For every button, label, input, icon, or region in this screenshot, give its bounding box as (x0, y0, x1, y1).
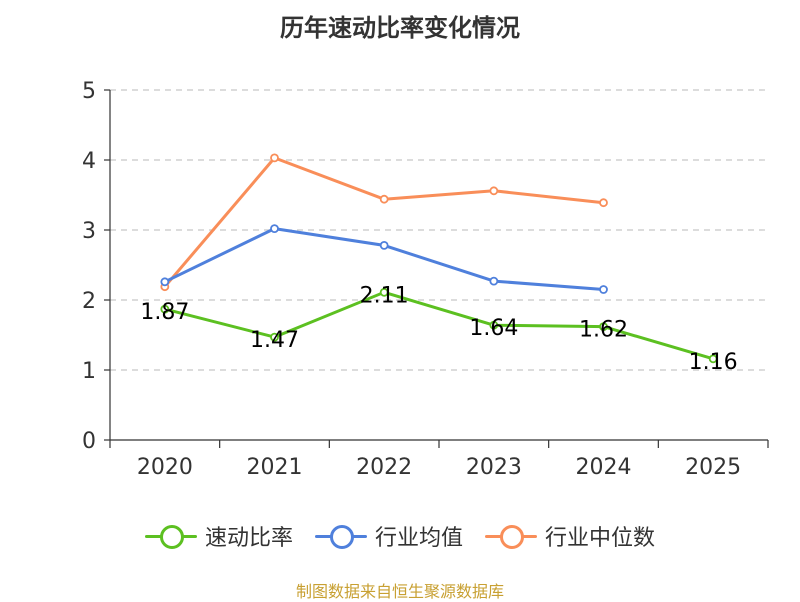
x-tick-label: 2021 (247, 455, 303, 480)
data-point (160, 277, 170, 287)
legend-item-industry-median[interactable]: 行业中位数 (485, 520, 655, 552)
data-point (379, 240, 389, 250)
data-point (379, 287, 389, 297)
data-label: 1.64 (469, 316, 518, 341)
x-tick-label: 2020 (137, 455, 193, 480)
data-label: 1.87 (140, 300, 189, 325)
series-line (163, 290, 715, 361)
data-point (270, 224, 279, 234)
series-line (163, 156, 605, 289)
data-point (270, 332, 279, 342)
legend-label: 行业均值 (374, 526, 463, 551)
data-labels: 1.87 1.47 2.11 1.64 1.62 1.16 (140, 283, 737, 375)
chart-title: 历年速动比率变化情况 (280, 14, 520, 42)
data-point (160, 304, 170, 314)
grid-lines (110, 89, 768, 371)
data-point (599, 285, 608, 294)
legend-marker-icon (144, 524, 197, 549)
data-point (379, 194, 389, 204)
data-label: 2.11 (360, 283, 409, 308)
data-point (489, 320, 499, 330)
legend-marker-icon (314, 524, 367, 549)
x-tick-label: 2025 (685, 455, 741, 480)
series-line (163, 227, 605, 291)
data-point (270, 153, 279, 163)
legend-marker-icon (485, 524, 537, 549)
chart-legend: 速动比率 行业均值 行业中位数 (0, 520, 800, 552)
y-tick-label: 2 (82, 289, 96, 314)
data-label: 1.47 (250, 328, 299, 353)
series-lines (160, 153, 718, 364)
y-tick-label: 0 (82, 429, 96, 454)
legend-item-quick-ratio[interactable]: 速动比率 (144, 520, 293, 552)
data-point (489, 186, 499, 196)
y-tick-label: 4 (82, 149, 96, 174)
legend-item-industry-mean[interactable]: 行业均值 (314, 520, 463, 552)
data-point (489, 276, 499, 286)
data-label: 1.16 (689, 350, 738, 375)
source-note: 制图数据来自恒生聚源数据库 (295, 582, 504, 601)
data-point (599, 198, 608, 208)
y-tick-label: 5 (82, 79, 96, 104)
data-point (708, 354, 718, 364)
data-label: 1.62 (579, 318, 628, 343)
data-point (599, 322, 608, 332)
x-tick-label: 2022 (356, 455, 412, 480)
legend-label: 行业中位数 (545, 526, 656, 551)
x-tick-label: 2024 (576, 455, 632, 480)
y-tick-label: 1 (82, 359, 96, 384)
y-tick-label: 3 (82, 219, 96, 244)
axes: 0 1 2 3 4 5 2020 2021 2022 2023 2024 2025 (82, 79, 769, 480)
x-tick-label: 2023 (466, 455, 522, 480)
legend-label: 速动比率 (204, 526, 293, 551)
